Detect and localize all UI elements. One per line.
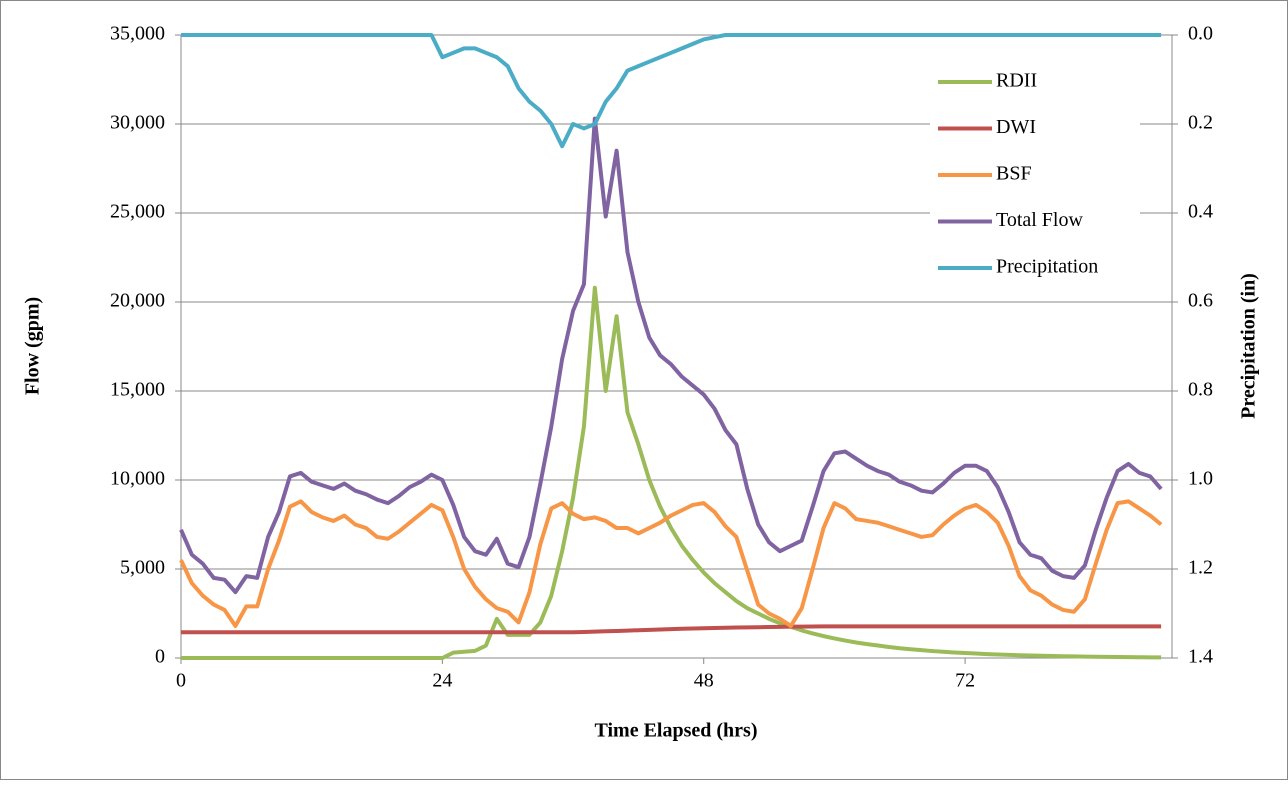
y-axis-title: Flow (gpm)	[22, 297, 44, 395]
y2-tick-label: 0.0	[1188, 23, 1213, 45]
data-line	[179, 499, 1163, 628]
y-tick-label: 5,000	[120, 557, 165, 579]
legend-label: RDII	[996, 70, 1037, 92]
y2-tick-label: 1.0	[1188, 468, 1213, 490]
y2-axis-title: Precipitation (in)	[1238, 273, 1260, 419]
y-tick-label: 15,000	[110, 379, 165, 401]
y2-tick-label: 0.8	[1188, 379, 1213, 401]
y-tick-label: 0	[155, 646, 165, 668]
y-tick-label: 25,000	[110, 201, 165, 223]
data-line	[179, 116, 1163, 595]
legend-label: Total Flow	[996, 209, 1083, 231]
legend-label: Precipitation	[996, 256, 1098, 278]
x-axis-title: Time Elapsed (hrs)	[595, 720, 758, 742]
data-line	[181, 285, 1162, 660]
y2-tick-label: 0.6	[1188, 290, 1213, 312]
y2-tick-label: 1.4	[1188, 646, 1213, 668]
y-tick-label: 10,000	[110, 468, 165, 490]
x-tick-label: 24	[432, 670, 452, 692]
y-tick-label: 20,000	[110, 290, 165, 312]
y2-tick-label: 1.2	[1188, 557, 1213, 579]
data-line	[181, 624, 1162, 635]
legend-label: BSF	[996, 163, 1032, 185]
x-tick-label: 72	[955, 670, 975, 692]
x-tick-label: 0	[176, 670, 186, 692]
y2-tick-label: 0.4	[1188, 201, 1213, 223]
data-line	[181, 33, 1162, 149]
y-tick-label: 30,000	[110, 112, 165, 134]
y2-tick-label: 0.2	[1188, 112, 1213, 134]
x-tick-label: 48	[694, 670, 714, 692]
y-tick-label: 35,000	[110, 23, 165, 45]
legend-label: DWI	[996, 116, 1036, 138]
